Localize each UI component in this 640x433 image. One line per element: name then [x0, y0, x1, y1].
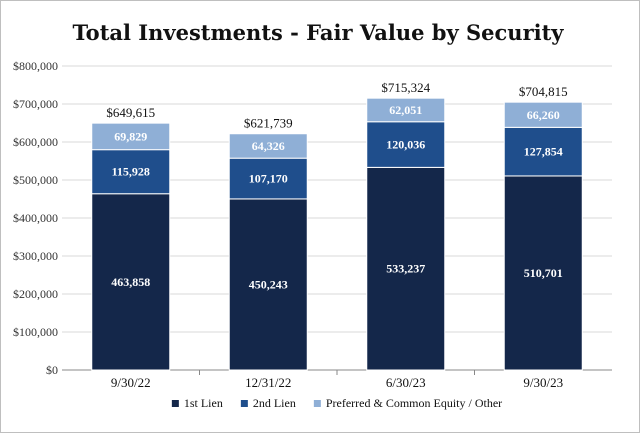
- bar-segment: [503, 101, 583, 128]
- bar-total-label: $715,324: [381, 80, 430, 95]
- segment-value-label: 127,854: [524, 145, 563, 159]
- y-tick-label: $700,000: [13, 97, 58, 111]
- y-tick-label: $800,000: [13, 59, 58, 73]
- y-tick-label: $400,000: [13, 211, 58, 225]
- legend-swatch: [240, 400, 248, 407]
- bar-segment: [228, 133, 308, 159]
- segment-value-label: 62,051: [389, 103, 422, 117]
- y-tick-label: $200,000: [13, 287, 58, 301]
- y-tick-label: $100,000: [13, 325, 58, 339]
- y-tick-label: $600,000: [13, 135, 58, 149]
- segment-value-label: 69,829: [114, 129, 147, 143]
- bar-segment: [91, 193, 171, 371]
- bar-segment: [503, 175, 583, 371]
- legend-swatch: [313, 400, 321, 407]
- legend-label: 1st Lien: [184, 396, 223, 410]
- legend-item: 1st Lien: [171, 396, 223, 410]
- legend: 1st Lien 2nd Lien Preferred & Common Equit…: [171, 396, 502, 410]
- x-tick-label: 9/30/22: [111, 375, 151, 390]
- bar-total-label: $649,615: [106, 105, 155, 120]
- bar-segment: [91, 122, 171, 151]
- bars: 463,858 115,928 69,829 $649,615 450,243 107,1…: [91, 80, 583, 371]
- x-tick-label: 12/31/22: [245, 375, 291, 390]
- segment-value-label: 510,701: [524, 266, 563, 280]
- legend-label: Preferred & Common Equity / Other: [326, 396, 502, 410]
- bar-total-label: $621,739: [244, 116, 293, 131]
- bar-segment: [228, 198, 308, 371]
- segment-value-label: 533,237: [386, 262, 425, 276]
- bar-segment: [366, 121, 446, 168]
- segment-value-label: 107,170: [249, 172, 288, 186]
- chart-title: Total Investments - Fair Value by Securi…: [72, 20, 564, 45]
- segment-value-label: 120,036: [386, 138, 425, 152]
- y-axis: $0 $100,000 $200,000 $300,000 $400,000 $500,0…: [13, 59, 58, 377]
- legend-item: 2nd Lien: [240, 396, 296, 410]
- y-tick-label: $500,000: [13, 173, 58, 187]
- segment-value-label: 115,928: [112, 165, 150, 179]
- x-axis: 9/30/22 12/31/22 6/30/23 9/30/23: [111, 370, 563, 390]
- y-tick-label: $300,000: [13, 249, 58, 263]
- bar-segment: [503, 126, 583, 177]
- legend-swatch: [171, 400, 179, 407]
- bar-segment: [228, 157, 308, 200]
- legend-item: Preferred & Common Equity / Other: [313, 396, 502, 410]
- bar-segment: [366, 97, 446, 123]
- x-tick-label: 9/30/23: [523, 375, 563, 390]
- legend-label: 2nd Lien: [253, 396, 296, 410]
- bar-segment: [366, 166, 446, 371]
- segment-value-label: 450,243: [249, 277, 288, 291]
- segment-value-label: 463,858: [111, 275, 150, 289]
- x-tick-label: 6/30/23: [386, 375, 426, 390]
- y-tick-label: $0: [46, 363, 58, 377]
- bar-total-label: $704,815: [519, 84, 568, 99]
- segment-value-label: 64,326: [252, 139, 285, 153]
- segment-value-label: 66,260: [527, 108, 560, 122]
